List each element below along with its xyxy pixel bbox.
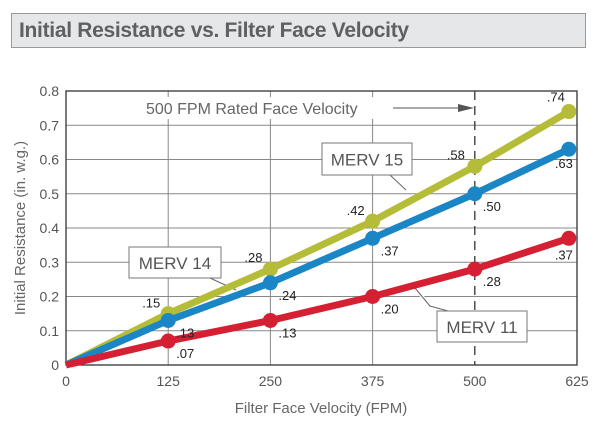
series-line-merv-11 [65,234,570,369]
chart-title: Initial Resistance vs. Filter Face Veloc… [19,19,409,42]
reference-arrow-head [458,104,474,112]
y-tick-label: 0.4 [40,220,60,236]
data-label: .07 [176,346,194,361]
data-point [262,261,278,277]
data-label: .42 [347,203,365,218]
series-line-merv-14 [64,146,571,369]
data-label: .13 [278,325,296,340]
reference-label: 500 FPM Rated Face Velocity [146,101,358,118]
y-tick-label: 0.1 [40,323,60,339]
data-point [365,230,381,246]
y-tick-label: 0.2 [40,289,60,305]
y-tick-label: 0 [51,357,59,373]
x-tick-label: 625 [565,373,589,389]
data-point [467,261,483,277]
data-point [365,289,381,304]
series-group [64,104,577,369]
reference-label-bg [142,97,392,119]
data-label: .37 [381,243,399,258]
data-label: .15 [142,296,160,311]
y-tick-label: 0.7 [40,117,60,133]
series-callouts: MERV 15 MERV 14 MERV 11 [128,142,528,343]
data-point [467,158,483,174]
x-axis-ticks: 0 125 250 375 500 625 [62,373,589,389]
callout-leader-outline [413,286,449,313]
callout-label: MERV 15 [331,151,403,170]
callout-box [436,310,528,343]
callout-box [321,142,413,176]
chart-title-box: Initial Resistance vs. Filter Face Veloc… [11,13,586,48]
callout-label: MERV 14 [139,254,211,273]
x-tick-label: 500 [463,373,487,389]
x-axis-label: Filter Face Velocity (FPM) [235,400,408,417]
plot-frame [65,90,578,366]
x-tick-label: 0 [62,373,70,389]
series-line-merv-15 [64,108,571,369]
data-label: .74 [547,90,565,105]
data-label: .28 [483,274,501,289]
data-point [561,141,577,157]
data-label: .37 [555,247,573,262]
data-point [160,312,176,328]
data-label: .28 [244,250,262,265]
data-point [561,230,577,246]
y-axis-label: Initial Resistance (in. w.g.) [12,141,29,315]
x-tick-label: 375 [361,373,385,389]
y-tick-label: 0.3 [40,254,60,270]
data-point [160,333,176,349]
data-label: .50 [483,199,501,214]
x-tick-label: 250 [259,373,283,389]
callout-box [128,246,222,279]
callout-leader [389,174,407,191]
data-label: .58 [447,147,465,162]
data-labels: .15 .28 .42 .58 .74 .13 .24 .37 .50 .63 .07 .13 .20.… [142,90,573,361]
x-tick-label: 125 [157,373,181,389]
callout-leader [414,287,449,312]
data-point [467,186,483,202]
y-tick-label: 0.6 [40,152,60,168]
data-point [262,312,278,328]
data-label: .63 [555,156,573,171]
data-point [262,275,278,291]
callout-label: MERV 11 [446,318,517,337]
y-tick-label: 0.8 [40,83,60,99]
y-axis-ticks: 0 0.1 0.2 0.3 0.4 0.5 0.6 0.7 0.8 [40,83,60,373]
data-point [365,213,381,229]
y-tick-label: 0.5 [40,186,60,202]
data-label: .13 [176,325,194,340]
data-point [561,104,577,120]
data-label: .24 [278,288,296,303]
data-label: .20 [381,302,399,317]
